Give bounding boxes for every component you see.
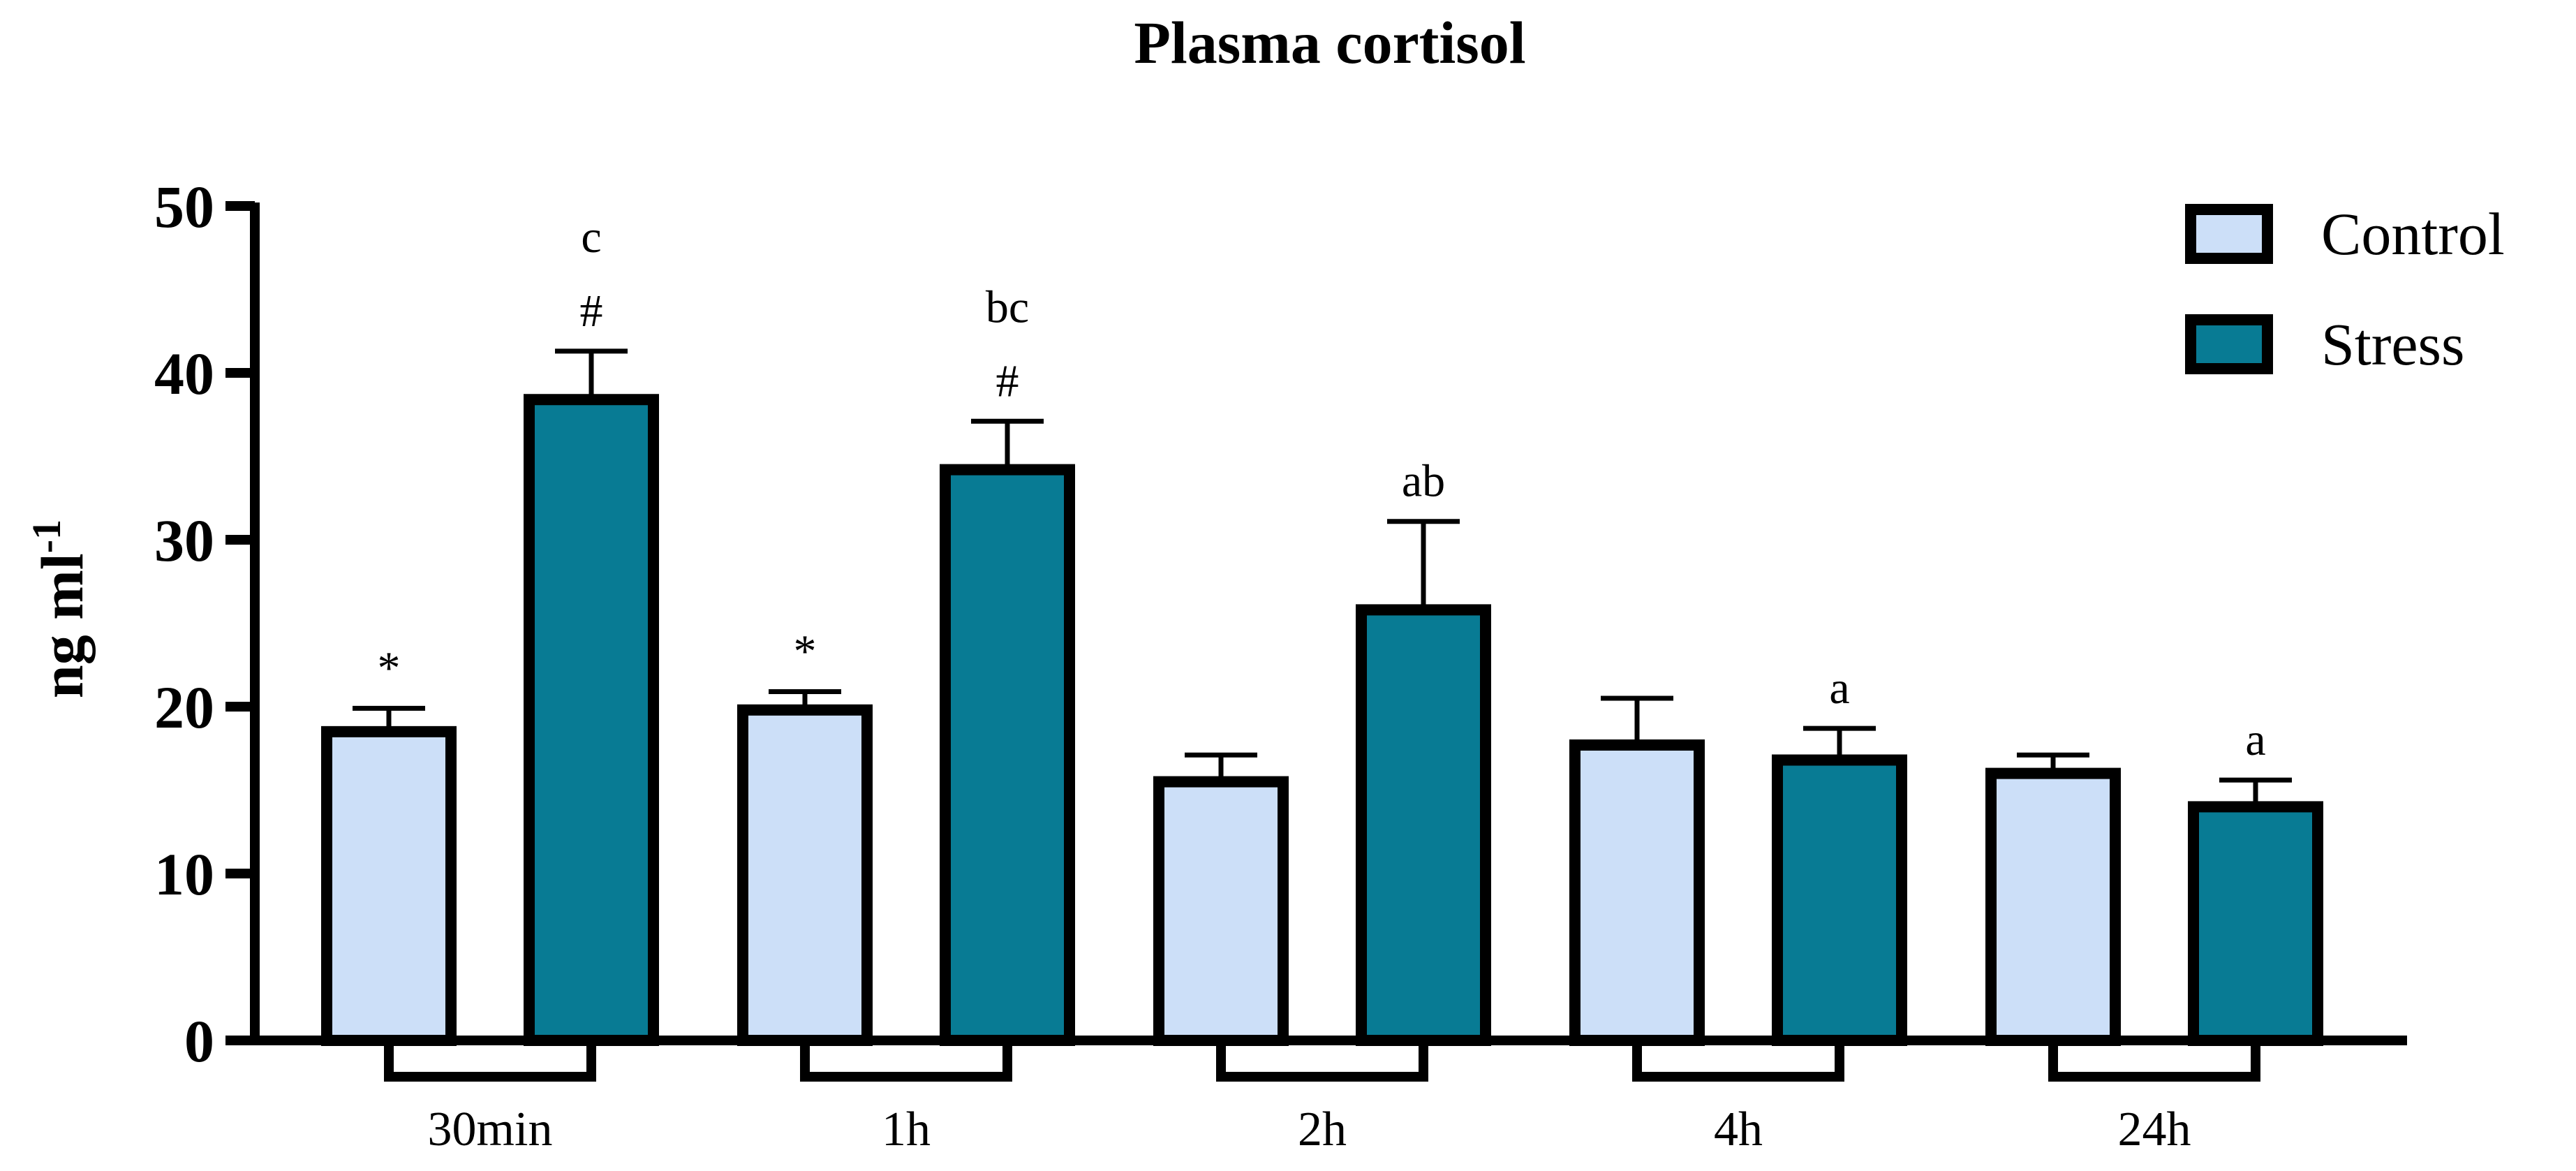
significance-label: ab bbox=[1402, 456, 1445, 507]
stress-bar bbox=[1356, 604, 1491, 1046]
stress-bar bbox=[2188, 801, 2323, 1047]
significance-label: # bbox=[580, 286, 603, 337]
legend-label-control: Control bbox=[2321, 200, 2505, 267]
category-bracket bbox=[2048, 1040, 2260, 1082]
control-bar bbox=[321, 726, 457, 1046]
category-bracket bbox=[800, 1040, 1012, 1082]
y-tick-label: 50 bbox=[154, 173, 214, 240]
y-tick-label: 10 bbox=[154, 841, 214, 908]
y-tick-label: 20 bbox=[154, 674, 214, 741]
significance-label: bc bbox=[986, 281, 1029, 332]
control-bar bbox=[1569, 739, 1705, 1046]
control-bar bbox=[1153, 776, 1289, 1047]
category-bracket bbox=[1632, 1040, 1844, 1082]
category-bracket bbox=[384, 1040, 596, 1082]
y-axis-label: ng ml-1 bbox=[24, 520, 96, 698]
chart-title: Plasma cortisol bbox=[1134, 9, 1525, 76]
x-tick-label: 1h bbox=[882, 1103, 931, 1156]
significance-label: a bbox=[2245, 714, 2265, 765]
significance-label: a bbox=[1829, 663, 1849, 714]
y-axis-label-text: ng ml bbox=[29, 553, 96, 698]
significance-label: * bbox=[378, 642, 401, 693]
control-bar bbox=[737, 704, 873, 1047]
legend-label-stress: Stress bbox=[2321, 311, 2464, 378]
x-tick-label: 4h bbox=[1714, 1103, 1763, 1156]
bars: * # c * # bc ab a a bbox=[321, 212, 2323, 1047]
legend: Control Stress bbox=[2185, 200, 2505, 378]
stress-bar bbox=[940, 464, 1075, 1046]
control-bar bbox=[1985, 767, 2121, 1046]
x-tick-label: 30min bbox=[428, 1103, 553, 1156]
x-tick-label: 2h bbox=[1298, 1103, 1347, 1156]
stress-bar bbox=[524, 394, 659, 1046]
y-axis-label-superscript: -1 bbox=[24, 520, 69, 553]
significance-label: # bbox=[996, 355, 1019, 406]
legend-swatch-control bbox=[2185, 204, 2273, 264]
y-tick-label: 40 bbox=[154, 340, 214, 407]
x-tick-label: 24h bbox=[2118, 1103, 2191, 1156]
legend-swatch-stress bbox=[2185, 314, 2273, 374]
y-tick-label: 0 bbox=[184, 1008, 214, 1075]
significance-label: c bbox=[581, 212, 601, 263]
category-bracket bbox=[1216, 1040, 1428, 1082]
significance-label: * bbox=[794, 626, 817, 677]
y-tick-label: 30 bbox=[154, 507, 214, 574]
stress-bar bbox=[1772, 754, 1907, 1046]
